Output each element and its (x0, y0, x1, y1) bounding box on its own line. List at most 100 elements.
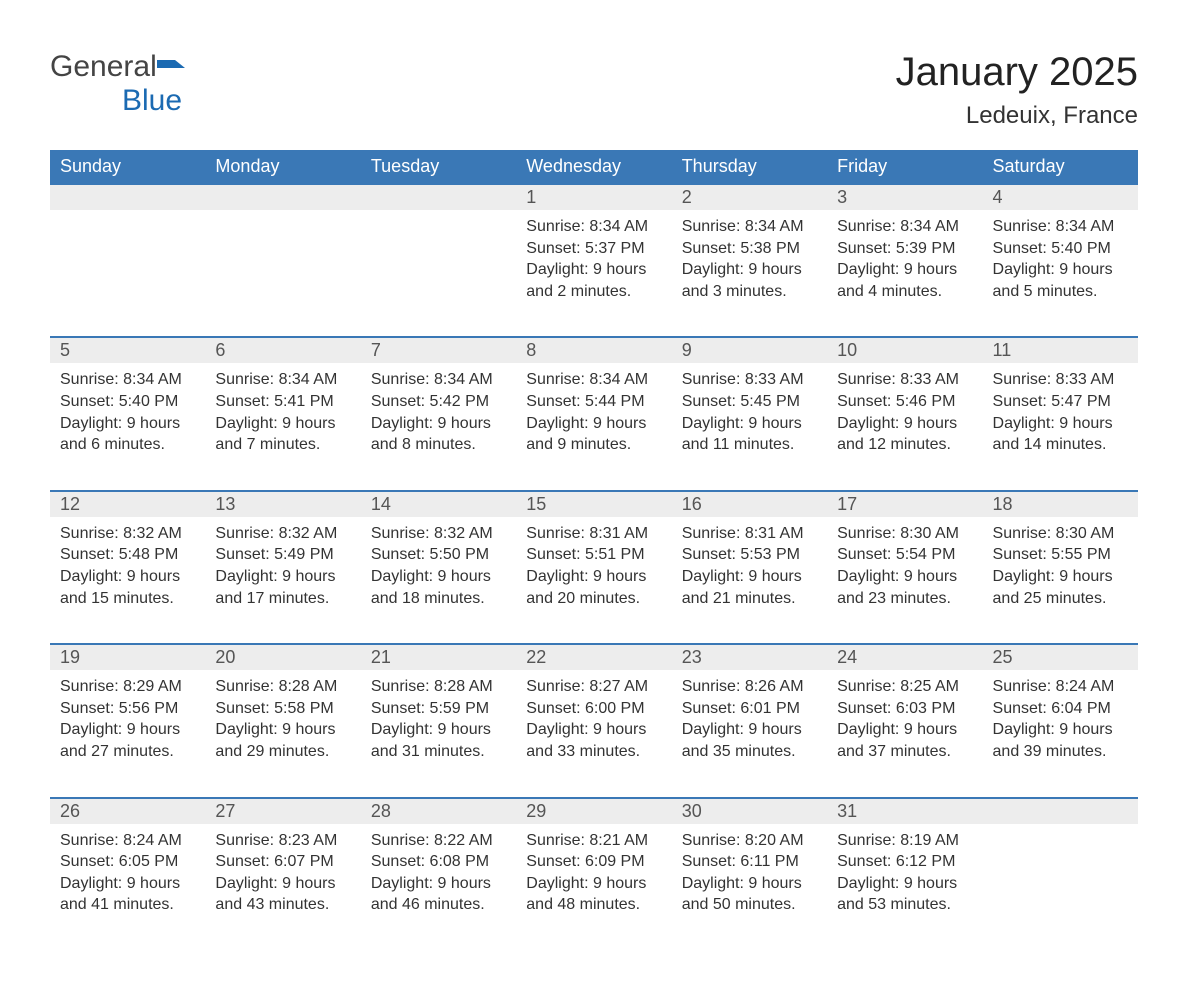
day-cell: Sunrise: 8:34 AMSunset: 5:37 PMDaylight:… (516, 210, 671, 337)
daynum-row: 262728293031 (50, 798, 1138, 824)
sunrise-label: Sunrise: (526, 371, 589, 388)
daylight-label: Daylight: (215, 415, 282, 432)
sunset-value: 5:38 PM (740, 240, 800, 257)
sunset-line: Sunset: 5:40 PM (60, 391, 195, 413)
sunrise-label: Sunrise: (60, 832, 123, 849)
sunrise-line: Sunrise: 8:29 AM (60, 676, 195, 698)
day-body-row: Sunrise: 8:34 AM Sunset: 5:40 PM Daylight:… (50, 363, 1138, 490)
sunrise-value: 8:33 AM (900, 371, 959, 388)
day-cell-empty (50, 210, 205, 337)
sunrise-value: 8:28 AM (279, 678, 338, 695)
day-number: 30 (672, 798, 827, 824)
sunset-line: Sunset: 5:58 PM (215, 698, 350, 720)
daylight-label: Daylight: (837, 875, 904, 892)
sunset-value: 6:11 PM (740, 853, 798, 870)
sunset-value: 5:39 PM (896, 240, 956, 257)
sunrise-line: Sunrise: 8:24 AM (993, 676, 1128, 698)
sunrise-value: 8:33 AM (745, 371, 804, 388)
sunrise-line: Sunrise: 8:27 AM (526, 676, 661, 698)
sunset-value: 5:42 PM (430, 393, 490, 410)
sunset-value: 6:09 PM (585, 853, 645, 870)
sunset-value: 5:49 PM (274, 546, 334, 563)
sunrise-value: 8:24 AM (1056, 678, 1115, 695)
sunset-value: 5:46 PM (896, 393, 956, 410)
weekday-header: Tuesday (361, 150, 516, 184)
sunrise-value: 8:33 AM (1056, 371, 1115, 388)
sunrise-label: Sunrise: (371, 832, 434, 849)
daylight-label: Daylight: (371, 875, 438, 892)
day-cell: Sunrise: 8:26 AMSunset: 6:01 PMDaylight:… (672, 670, 827, 797)
brand-part1: General (50, 50, 157, 83)
day-body-row: Sunrise: 8:34 AM Sunset: 5:37 PM Daylight:… (50, 210, 1138, 337)
flag-icon (157, 50, 185, 84)
day-cell: Sunrise: 8:34 AMSunset: 5:40 PMDaylight:… (50, 363, 205, 490)
day-body-row: Sunrise: 8:32 AMSunset: 5:48 PMDaylight:… (50, 517, 1138, 644)
sunrise-line: Sunrise: 8:34 AM (682, 216, 817, 238)
sunset-label: Sunset: (682, 546, 741, 563)
daylight-line: Daylight: 9 hours and 3 minutes. (682, 259, 817, 302)
day-cell: Sunrise: 8:19 AMSunset: 6:12 PMDaylight:… (827, 824, 982, 950)
daylight-line: Daylight: 9 hours and 35 minutes. (682, 719, 817, 762)
sunset-line: Sunset: 5:50 PM (371, 544, 506, 566)
sunrise-line: Sunrise: 8:30 AM (993, 523, 1128, 545)
sunrise-label: Sunrise: (837, 218, 900, 235)
sunrise-label: Sunrise: (682, 678, 745, 695)
sunset-line: Sunset: 6:05 PM (60, 851, 195, 873)
sunrise-line: Sunrise: 8:34 AM (837, 216, 972, 238)
day-number: 25 (983, 644, 1138, 670)
sunrise-line: Sunrise: 8:31 AM (682, 523, 817, 545)
sunrise-label: Sunrise: (371, 371, 434, 388)
sunset-line: Sunset: 6:09 PM (526, 851, 661, 873)
sunset-value: 5:54 PM (896, 546, 956, 563)
sunset-value: 6:01 PM (740, 700, 800, 717)
daylight-line: Daylight: 9 hours and 11 minutes. (682, 413, 817, 456)
day-cell: Sunrise: 8:32 AMSunset: 5:49 PMDaylight:… (205, 517, 360, 644)
sunset-line: Sunset: 5:37 PM (526, 238, 661, 260)
sunrise-label: Sunrise: (837, 525, 900, 542)
sunset-label: Sunset: (837, 240, 896, 257)
sunset-label: Sunset: (993, 546, 1052, 563)
sunset-line: Sunset: 6:00 PM (526, 698, 661, 720)
sunset-label: Sunset: (526, 700, 585, 717)
sunset-line: Sunset: 5:38 PM (682, 238, 817, 260)
daylight-label: Daylight: (682, 415, 749, 432)
sunrise-label: Sunrise: (526, 678, 589, 695)
sunrise-value: 8:26 AM (745, 678, 804, 695)
sunrise-label: Sunrise: (215, 371, 278, 388)
sunrise-label: Sunrise: (682, 832, 745, 849)
sunset-value: 5:59 PM (430, 700, 490, 717)
sunrise-line: Sunrise: 8:22 AM (371, 830, 506, 852)
sunset-line: Sunset: 5:42 PM (371, 391, 506, 413)
daylight-label: Daylight: (993, 568, 1060, 585)
day-number: 27 (205, 798, 360, 824)
sunrise-line: Sunrise: 8:19 AM (837, 830, 972, 852)
sunrise-label: Sunrise: (993, 218, 1056, 235)
title-block: January 2025 Ledeuix, France (896, 50, 1138, 130)
day-number: 12 (50, 491, 205, 517)
sunset-line: Sunset: 6:07 PM (215, 851, 350, 873)
day-cell: Sunrise: 8:24 AMSunset: 6:05 PMDaylight:… (50, 824, 205, 950)
sunset-label: Sunset: (993, 240, 1052, 257)
sunrise-label: Sunrise: (837, 678, 900, 695)
sunrise-line: Sunrise: 8:33 AM (682, 369, 817, 391)
sunrise-value: 8:29 AM (123, 678, 182, 695)
day-number-empty (205, 184, 360, 210)
sunrise-line: Sunrise: 8:25 AM (837, 676, 972, 698)
sunset-line: Sunset: 5:41 PM (215, 391, 350, 413)
day-cell: Sunrise: 8:34 AMSunset: 5:38 PMDaylight:… (672, 210, 827, 337)
daylight-line: Daylight: 9 hours and 15 minutes. (60, 566, 195, 609)
day-number-empty (983, 798, 1138, 824)
daylight-label: Daylight: (60, 568, 127, 585)
sunrise-value: 8:34 AM (279, 371, 338, 388)
daynum-row: 1234 (50, 184, 1138, 210)
daylight-line: Daylight: 9 hours and 17 minutes. (215, 566, 350, 609)
sunrise-value: 8:23 AM (279, 832, 338, 849)
sunrise-line: Sunrise: 8:28 AM (371, 676, 506, 698)
sunset-label: Sunset: (526, 240, 585, 257)
sunrise-label: Sunrise: (215, 832, 278, 849)
daylight-label: Daylight: (215, 568, 282, 585)
day-number: 26 (50, 798, 205, 824)
daylight-label: Daylight: (526, 568, 593, 585)
day-number: 29 (516, 798, 671, 824)
sunrise-line: Sunrise: 8:23 AM (215, 830, 350, 852)
